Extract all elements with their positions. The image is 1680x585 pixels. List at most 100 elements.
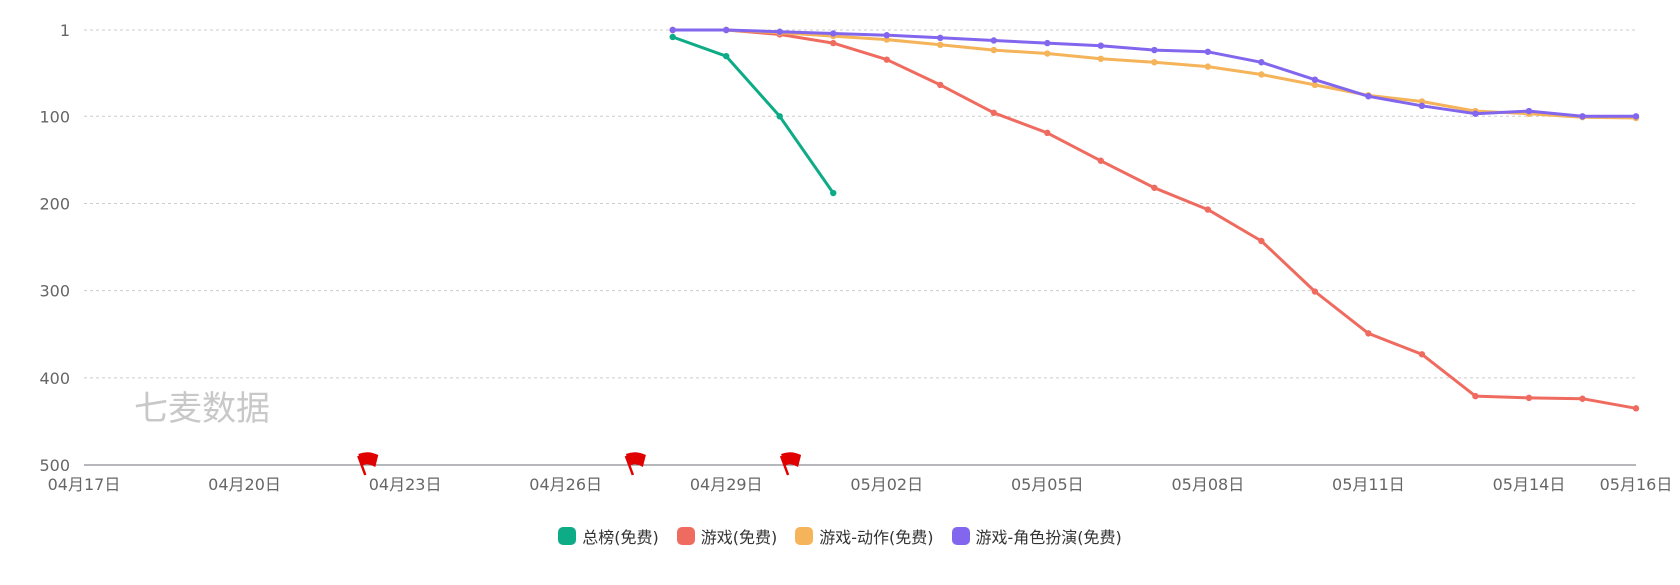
legend-label: 游戏-动作(免费) <box>819 528 934 547</box>
legend-label: 总榜(免费) <box>582 528 659 547</box>
data-point[interactable] <box>669 33 676 41</box>
legend-item[interactable]: 游戏-角色扮演(免费) <box>951 524 1122 548</box>
y-tick-label: 200 <box>39 194 70 213</box>
data-point[interactable] <box>1204 63 1212 70</box>
data-point[interactable] <box>1097 42 1105 49</box>
flag-pole <box>624 455 635 476</box>
flag-cloth <box>781 452 802 467</box>
x-tick-label: 05月11日 <box>1332 475 1405 494</box>
data-point[interactable] <box>1097 55 1105 62</box>
y-tick-label: 400 <box>39 369 70 388</box>
series-line[interactable] <box>671 28 1638 410</box>
data-point[interactable] <box>830 30 837 37</box>
series-0 <box>669 33 837 197</box>
legend-swatch <box>558 527 577 545</box>
x-tick-label: 04月23日 <box>369 475 442 494</box>
grid-lines <box>84 29 1636 379</box>
data-point[interactable] <box>1365 330 1372 337</box>
data-point[interactable] <box>1151 184 1158 191</box>
data-point[interactable] <box>937 34 944 42</box>
data-point[interactable] <box>1044 50 1051 57</box>
data-point[interactable] <box>723 52 730 60</box>
flag-cloth <box>358 452 379 467</box>
data-point[interactable] <box>669 26 676 34</box>
y-tick-label: 500 <box>39 456 70 475</box>
flag-pole <box>779 455 790 476</box>
data-point[interactable] <box>1525 107 1533 115</box>
data-point[interactable] <box>1044 39 1051 47</box>
data-point[interactable] <box>830 39 837 47</box>
legend-item[interactable]: 游戏(免费) <box>676 524 778 548</box>
series-line[interactable] <box>671 35 835 195</box>
event-markers <box>357 452 802 476</box>
data-point[interactable] <box>1311 288 1319 295</box>
legend: 总榜(免费) 游戏(免费) 游戏-动作(免费) 游戏-角色扮演(免费) <box>0 524 1680 548</box>
data-point[interactable] <box>1472 392 1479 400</box>
y-tick-label: 100 <box>39 107 70 126</box>
data-point[interactable] <box>1579 395 1586 402</box>
series-1 <box>669 26 1640 412</box>
flag-icon[interactable] <box>624 452 646 476</box>
y-tick-label: 300 <box>39 282 70 301</box>
data-point[interactable] <box>990 109 997 117</box>
flag-icon[interactable] <box>779 452 802 476</box>
data-point[interactable] <box>1525 394 1533 402</box>
legend-swatch <box>951 527 970 545</box>
data-point[interactable] <box>1365 93 1372 100</box>
x-tick-label: 05月05日 <box>1011 475 1084 494</box>
x-tick-label: 05月14日 <box>1493 475 1566 494</box>
data-point[interactable] <box>1418 102 1426 110</box>
legend-item[interactable]: 总榜(免费) <box>558 524 659 548</box>
data-point[interactable] <box>883 56 890 63</box>
data-point[interactable] <box>1258 71 1265 78</box>
x-tick-label: 05月16日 <box>1600 475 1673 494</box>
legend-item[interactable]: 游戏-动作(免费) <box>795 524 934 548</box>
data-point[interactable] <box>776 113 783 120</box>
flag-cloth <box>625 452 646 467</box>
data-point[interactable] <box>1097 157 1105 164</box>
y-axis-ticks: 1 100 200 300 400 500 <box>39 21 70 475</box>
data-point[interactable] <box>990 46 997 54</box>
legend-swatch <box>795 527 814 545</box>
data-point[interactable] <box>1204 48 1212 55</box>
x-tick-label: 04月20日 <box>208 475 281 494</box>
data-point[interactable] <box>1418 351 1426 358</box>
legend-label: 游戏(免费) <box>700 528 778 547</box>
data-point[interactable] <box>1632 405 1640 412</box>
data-point[interactable] <box>1151 46 1158 54</box>
data-point[interactable] <box>937 81 944 89</box>
x-tick-label: 04月29日 <box>690 475 763 494</box>
data-point[interactable] <box>1258 59 1265 66</box>
data-point[interactable] <box>1151 59 1158 66</box>
data-point[interactable] <box>937 41 944 49</box>
data-point[interactable] <box>1258 237 1265 245</box>
flag-pole <box>357 455 367 476</box>
legend-label: 游戏-角色扮演(免费) <box>975 528 1122 547</box>
x-tick-label: 05月02日 <box>850 475 923 494</box>
x-tick-label: 04月26日 <box>529 475 602 494</box>
data-point[interactable] <box>1472 110 1479 117</box>
x-tick-label: 05月08日 <box>1171 475 1244 494</box>
legend-swatch <box>676 527 695 545</box>
data-point[interactable] <box>1044 129 1051 137</box>
series-line[interactable] <box>671 28 1638 120</box>
watermark: 七麦数据 <box>134 389 270 429</box>
data-point[interactable] <box>723 26 730 34</box>
series-3 <box>669 26 1640 120</box>
data-point[interactable] <box>776 28 783 35</box>
y-tick-label: 1 <box>60 21 70 40</box>
data-point[interactable] <box>1632 113 1640 120</box>
data-point[interactable] <box>990 37 997 44</box>
data-point[interactable] <box>1311 81 1319 89</box>
data-point[interactable] <box>830 189 837 197</box>
data-point[interactable] <box>1311 76 1319 83</box>
data-point[interactable] <box>1579 113 1586 120</box>
data-point[interactable] <box>883 32 890 39</box>
x-tick-label: 04月17日 <box>48 475 121 494</box>
data-point[interactable] <box>1204 206 1212 213</box>
x-axis-ticks: 04月17日 04月20日 04月23日 04月26日 04月29日 05月02日 05月0… <box>48 475 1673 494</box>
flag-icon[interactable] <box>357 452 379 476</box>
series-line[interactable] <box>671 28 1638 118</box>
series-group <box>669 26 1640 412</box>
